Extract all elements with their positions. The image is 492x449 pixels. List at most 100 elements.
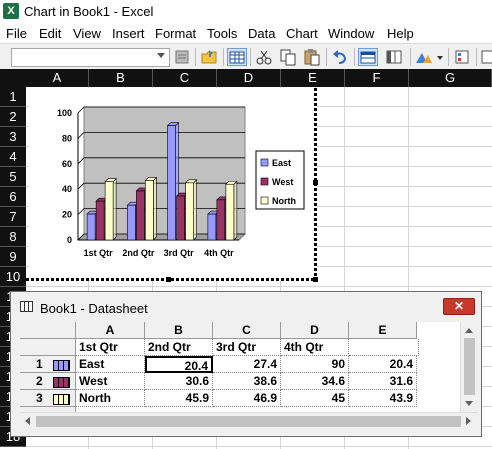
datasheet-empty-cell[interactable] xyxy=(349,339,419,356)
column-header-a[interactable]: A xyxy=(26,69,89,87)
menu-insert[interactable]: Insert xyxy=(112,26,145,41)
x-tick-label[interactable]: 4th Qtr xyxy=(204,248,234,258)
resize-handle[interactable] xyxy=(313,277,318,282)
datasheet-column-header-c[interactable]: C xyxy=(213,322,281,339)
by-column-button[interactable] xyxy=(384,48,404,66)
menu-tools[interactable]: Tools xyxy=(207,26,238,41)
datasheet-header-cell[interactable]: 1st Qtr xyxy=(76,339,145,356)
datasheet-value-cell[interactable]: 46.9 xyxy=(213,390,281,407)
datasheet-value-cell[interactable]: 34.6 xyxy=(281,373,349,390)
menu-chart[interactable]: Chart xyxy=(286,26,318,41)
y-tick-label[interactable]: 60 xyxy=(62,159,72,169)
datasheet-corner[interactable] xyxy=(20,322,76,339)
scroll-right-icon[interactable] xyxy=(466,417,471,425)
datasheet-column-header-e[interactable]: E xyxy=(349,322,417,339)
bar-east-1[interactable] xyxy=(86,213,96,241)
y-tick-label[interactable]: 100 xyxy=(57,108,72,118)
bar-north-2[interactable] xyxy=(145,180,154,241)
resize-handle[interactable] xyxy=(166,277,171,282)
column-header-b[interactable]: B xyxy=(89,69,153,87)
datasheet-row-header-2[interactable]: 2 xyxy=(20,373,76,390)
close-button[interactable]: ✕ xyxy=(443,298,475,315)
datasheet-value-cell[interactable]: 90 xyxy=(281,356,349,373)
row-header-5[interactable]: 5 xyxy=(0,167,26,187)
datasheet-series-label[interactable]: West xyxy=(76,373,145,390)
datasheet-value-cell[interactable]: 27.4 xyxy=(213,356,281,373)
datasheet-row-header-4[interactable] xyxy=(20,407,76,412)
paste-icon[interactable] xyxy=(302,48,322,66)
datasheet-series-label[interactable]: East xyxy=(76,356,145,373)
view-datasheet-button[interactable] xyxy=(227,48,247,66)
bar-east-2[interactable] xyxy=(127,204,136,241)
datasheet-row-header-3[interactable]: 3 xyxy=(20,390,76,407)
datasheet-series-label[interactable]: North xyxy=(76,390,145,407)
row-header-3[interactable]: 3 xyxy=(0,127,26,147)
y-tick-label[interactable]: 20 xyxy=(62,210,72,220)
horizontal-scrollbar[interactable] xyxy=(20,412,477,430)
datasheet-value-cell[interactable]: 20.4 xyxy=(349,356,417,373)
datasheet-row-header-1[interactable]: 1 xyxy=(20,356,76,373)
embedded-chart[interactable]: 0 20 40 60 80 100 1st Qtr 2nd Qtr 3rd Qtr 4th Qtr… xyxy=(28,88,317,280)
datasheet-title-bar[interactable] xyxy=(11,292,481,322)
datasheet-value-cell[interactable]: 30.6 xyxy=(145,373,213,390)
datasheet-header-cell[interactable]: 4th Qtr xyxy=(281,339,349,356)
copy-icon[interactable] xyxy=(278,48,298,66)
scroll-down-icon[interactable] xyxy=(465,401,473,406)
bar-west-2[interactable] xyxy=(136,190,145,241)
datasheet-value-cell[interactable]: 45 xyxy=(281,390,349,407)
column-header-f[interactable]: F xyxy=(345,69,409,87)
bar-west-3[interactable] xyxy=(176,195,185,241)
scroll-left-icon[interactable] xyxy=(25,417,30,425)
menu-data[interactable]: Data xyxy=(248,26,276,41)
datasheet-header-cell[interactable]: 3rd Qtr xyxy=(213,339,281,356)
row-header-4[interactable]: 4 xyxy=(0,147,26,167)
legend-swatch-north[interactable] xyxy=(260,196,269,205)
legend-icon[interactable] xyxy=(452,48,472,66)
menu-file[interactable]: File xyxy=(6,26,27,41)
scroll-thumb[interactable] xyxy=(464,338,475,395)
datasheet-column-header-d[interactable]: D xyxy=(281,322,349,339)
menu-view[interactable]: View xyxy=(73,26,101,41)
legend-swatch-west[interactable] xyxy=(260,177,269,186)
gridline[interactable] xyxy=(77,106,245,114)
by-row-button[interactable] xyxy=(358,48,378,66)
resize-handle[interactable] xyxy=(313,180,318,185)
row-header-7[interactable]: 7 xyxy=(0,207,26,227)
row-header-8[interactable]: 8 xyxy=(0,227,26,247)
datasheet-value-cell[interactable]: 45.9 xyxy=(145,390,213,407)
column-header-e[interactable]: E xyxy=(281,69,345,87)
datasheet-value-cell[interactable]: 43.9 xyxy=(349,390,417,407)
select-all-corner[interactable] xyxy=(0,69,26,87)
chevron-down-icon[interactable] xyxy=(437,56,443,60)
format-object-button[interactable] xyxy=(172,48,192,66)
y-tick-label[interactable]: 40 xyxy=(62,184,72,194)
column-header-c[interactable]: C xyxy=(153,69,217,87)
menu-edit[interactable]: Edit xyxy=(39,26,62,41)
data-table-icon[interactable] xyxy=(480,48,492,66)
bar-north-4[interactable] xyxy=(225,183,235,241)
column-header-g[interactable]: G xyxy=(409,69,492,87)
scroll-up-icon[interactable] xyxy=(465,328,473,333)
x-tick-label[interactable]: 2nd Qtr xyxy=(122,248,154,258)
row-header-9[interactable]: 9 xyxy=(0,247,26,267)
datasheet-column-header-a[interactable]: A xyxy=(76,322,145,339)
datasheet-value-cell[interactable]: 31.6 xyxy=(349,373,417,390)
vertical-scrollbar[interactable] xyxy=(460,322,478,412)
bar-side[interactable] xyxy=(153,176,157,241)
y-tick-label[interactable]: 80 xyxy=(62,133,72,143)
chart-selection-border-bottom[interactable] xyxy=(26,278,317,281)
chart-svg[interactable]: 0 20 40 60 80 100 1st Qtr 2nd Qtr 3rd Qtr 4th Qtr… xyxy=(28,88,317,280)
chart-type-icon[interactable] xyxy=(414,48,434,66)
chevron-down-icon[interactable] xyxy=(157,53,165,58)
menu-window[interactable]: Window xyxy=(328,26,375,41)
legend-label-north[interactable]: North xyxy=(272,196,296,206)
datasheet-grid[interactable]: A B C D E 1st Qtr 2nd Qtr 3rd Qtr 4th Qtr 1 East 20… xyxy=(20,322,460,412)
row-header-2[interactable]: 2 xyxy=(0,107,26,127)
chart-object-box[interactable] xyxy=(11,48,170,67)
bar-west-1[interactable] xyxy=(95,200,105,241)
legend-label-east[interactable]: East xyxy=(272,158,291,168)
datasheet-value-cell[interactable]: 38.6 xyxy=(213,373,281,390)
bar-side[interactable] xyxy=(233,180,238,241)
datasheet-column-header-b[interactable]: B xyxy=(145,322,213,339)
cut-icon[interactable] xyxy=(254,48,274,66)
